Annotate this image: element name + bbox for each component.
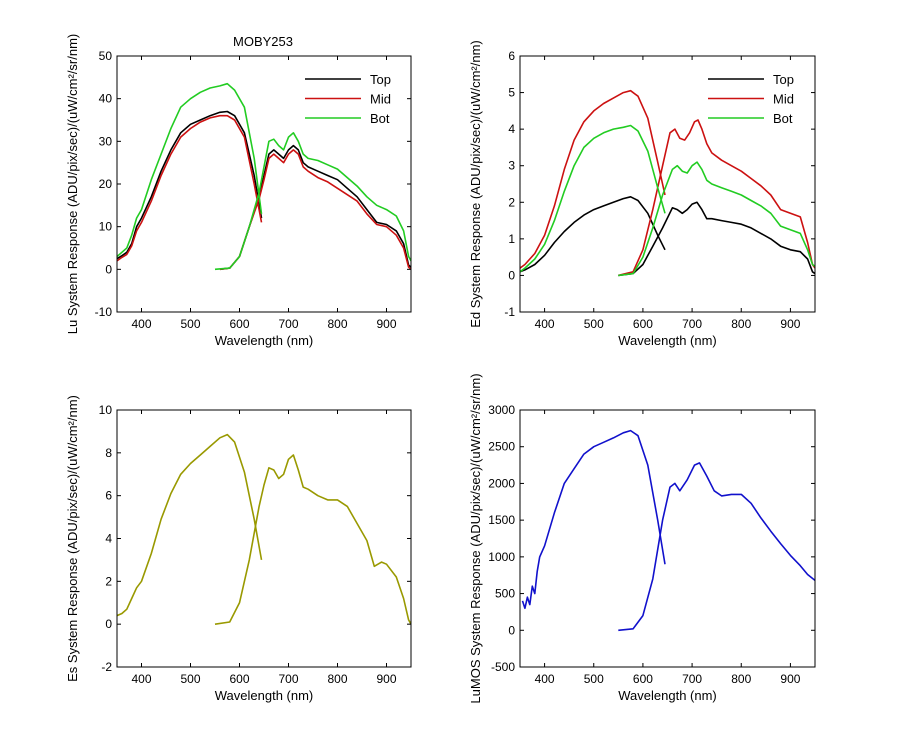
ed-legend-label-mid: Mid: [773, 92, 794, 107]
lumos-xtick-label: 400: [535, 672, 555, 686]
lu-ylabel: Lu System Response (ADU/pix/sec)/(uW/cm²…: [65, 34, 80, 335]
lu-xlabel: Wavelength (nm): [215, 333, 314, 348]
ed-ytick-label: 6: [508, 49, 515, 63]
lumos-xtick-label: 500: [584, 672, 604, 686]
lu-series-mid-segment-2: [219, 149, 411, 271]
lu-series-mid-segment-1: [117, 114, 263, 262]
ed-series-bot-segment-2: [618, 161, 815, 277]
es-ytick-label: -2: [101, 660, 112, 674]
lu-ytick-label: 30: [99, 134, 113, 148]
lu-series-bot-segment-1: [117, 82, 263, 258]
ed-axes-frame: [519, 55, 816, 313]
ed-ytick-label: 3: [508, 159, 515, 173]
lumos-ytick-label: 1500: [488, 513, 515, 527]
es-xtick-label: 700: [278, 672, 298, 686]
lumos-xtick-label: 900: [780, 672, 800, 686]
lu-ytick-label: 10: [99, 220, 113, 234]
panel-lu: 400 500 600 700 800 900 -10 0 10 20 30 40 50 Waveleng…: [65, 34, 412, 348]
lu-xtick-label: 700: [278, 317, 298, 331]
ed-series-top-segment-1: [520, 196, 666, 273]
lumos-ytick-label: 2500: [488, 440, 515, 454]
lu-series-group: [117, 82, 411, 271]
ed-ytick-label: 2: [508, 195, 515, 209]
lumos-xlabel: Wavelength (nm): [618, 688, 717, 703]
lu-xtick-label: 400: [131, 317, 151, 331]
es-ylabel: Es System Response (ADU/pix/sec)/(uW/cm²…: [65, 395, 80, 682]
ed-series-bot-segment-1: [520, 124, 666, 273]
ed-ytick-label: -1: [504, 305, 515, 319]
lumos-axes-frame: [519, 409, 816, 668]
lu-ytick-label: 0: [105, 262, 112, 276]
lu-series-bot-segment-2: [214, 132, 411, 271]
ed-xtick-label: 600: [633, 317, 653, 331]
es-ytick-label: 2: [105, 574, 112, 588]
lumos-ytick-label: -500: [491, 660, 515, 674]
es-ytick-label: 10: [99, 403, 113, 417]
ed-series-group: [520, 89, 815, 277]
ed-xtick-label: 700: [682, 317, 702, 331]
es-ytick-label: 8: [105, 446, 112, 460]
lumos-series-group: [521, 429, 815, 632]
panel-es: 400 500 600 700 800 900 -2 0 2 4 6 8 10 Wavelength (n…: [65, 395, 412, 703]
lumos-series-lumos-segment-1: [521, 429, 666, 610]
ed-series-mid-segment-1: [520, 89, 666, 269]
lu-xtick-label: 900: [376, 317, 396, 331]
es-plot-area: [117, 410, 411, 667]
lumos-ytick-label: 2000: [488, 476, 515, 490]
es-xtick-label: 800: [327, 672, 347, 686]
lu-xtick-label: 500: [180, 317, 200, 331]
lu-xtick-label: 800: [327, 317, 347, 331]
ed-xlabel: Wavelength (nm): [618, 333, 717, 348]
panel-lumos: 400 500 600 700 800 900 -500 0 500 1000 1500 2000 25…: [468, 373, 816, 704]
lu-ytick-label: 50: [99, 49, 113, 63]
es-xlabel: Wavelength (nm): [215, 688, 314, 703]
ed-ytick-label: 0: [508, 268, 515, 282]
ed-xtick-label: 900: [780, 317, 800, 331]
es-series-es-segment-2: [214, 454, 411, 625]
lumos-ytick-label: 0: [508, 623, 515, 637]
lu-xtick-label: 600: [229, 317, 249, 331]
ed-ytick-label: 1: [508, 232, 515, 246]
lumos-plot-area: [520, 410, 815, 667]
ed-xtick-label: 400: [535, 317, 555, 331]
ed-xtick-label: 800: [731, 317, 751, 331]
lu-legend-label-top: Top: [370, 72, 391, 87]
lu-legend-label-mid: Mid: [370, 92, 391, 107]
lumos-ytick-label: 1000: [488, 550, 515, 564]
ed-xtick-label: 500: [584, 317, 604, 331]
es-ytick-label: 4: [105, 532, 112, 546]
lu-plot-area: [117, 56, 411, 312]
es-xtick-label: 400: [131, 672, 151, 686]
es-series-es-segment-1: [117, 433, 263, 617]
lumos-xtick-label: 600: [633, 672, 653, 686]
lumos-xtick-label: 700: [682, 672, 702, 686]
panel-ed: 400 500 600 700 800 900 -1 0 1 2 3 4 5 6 Wavelength (n…: [468, 40, 816, 348]
ed-series-mid-segment-2: [618, 119, 815, 277]
lumos-ytick-label: 3000: [488, 403, 515, 417]
es-xtick-label: 500: [180, 672, 200, 686]
ed-ylabel: Ed System Response (ADU/pix/sec)/(uW/cm²…: [468, 40, 483, 328]
ed-legend-label-top: Top: [773, 72, 794, 87]
ed-ytick-label: 5: [508, 86, 515, 100]
lumos-ytick-label: 500: [495, 587, 515, 601]
figure-title: MOBY253: [233, 34, 293, 49]
ed-series-top-segment-2: [618, 201, 815, 277]
es-ytick-label: 6: [105, 489, 112, 503]
ed-legend-label-bot: Bot: [773, 111, 793, 126]
lu-ytick-label: 40: [99, 92, 113, 106]
es-ytick-label: 0: [105, 617, 112, 631]
lumos-ylabel: LuMOS System Response (ADU/pix/sec)/(uW/…: [468, 373, 483, 703]
es-xtick-label: 600: [229, 672, 249, 686]
lu-ytick-label: -10: [95, 305, 113, 319]
lu-legend-label-bot: Bot: [370, 111, 390, 126]
es-xtick-label: 900: [376, 672, 396, 686]
lumos-series-lumos-segment-2: [618, 462, 815, 632]
es-series-group: [117, 433, 411, 625]
lu-ytick-label: 20: [99, 177, 113, 191]
lumos-xtick-label: 800: [731, 672, 751, 686]
ed-ytick-label: 4: [508, 122, 515, 136]
